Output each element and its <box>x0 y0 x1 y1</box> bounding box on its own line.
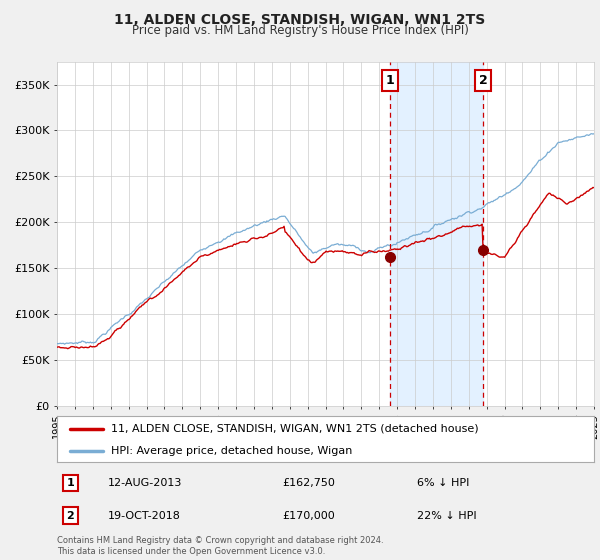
Text: £170,000: £170,000 <box>283 511 335 521</box>
Text: 1: 1 <box>67 478 74 488</box>
Text: 19-OCT-2018: 19-OCT-2018 <box>108 511 181 521</box>
Text: 12-AUG-2013: 12-AUG-2013 <box>108 478 182 488</box>
Text: 11, ALDEN CLOSE, STANDISH, WIGAN, WN1 2TS (detached house): 11, ALDEN CLOSE, STANDISH, WIGAN, WN1 2T… <box>111 424 478 434</box>
Text: 1: 1 <box>386 74 395 87</box>
Text: Contains HM Land Registry data © Crown copyright and database right 2024.
This d: Contains HM Land Registry data © Crown c… <box>57 536 383 556</box>
Bar <box>390 62 483 406</box>
Text: 6% ↓ HPI: 6% ↓ HPI <box>417 478 469 488</box>
Text: 22% ↓ HPI: 22% ↓ HPI <box>417 511 476 521</box>
Text: 11, ALDEN CLOSE, STANDISH, WIGAN, WN1 2TS: 11, ALDEN CLOSE, STANDISH, WIGAN, WN1 2T… <box>115 13 485 27</box>
Text: 2: 2 <box>67 511 74 521</box>
Text: £162,750: £162,750 <box>283 478 335 488</box>
Text: Price paid vs. HM Land Registry's House Price Index (HPI): Price paid vs. HM Land Registry's House … <box>131 24 469 36</box>
Text: 2: 2 <box>479 74 487 87</box>
Text: HPI: Average price, detached house, Wigan: HPI: Average price, detached house, Wiga… <box>111 446 352 455</box>
